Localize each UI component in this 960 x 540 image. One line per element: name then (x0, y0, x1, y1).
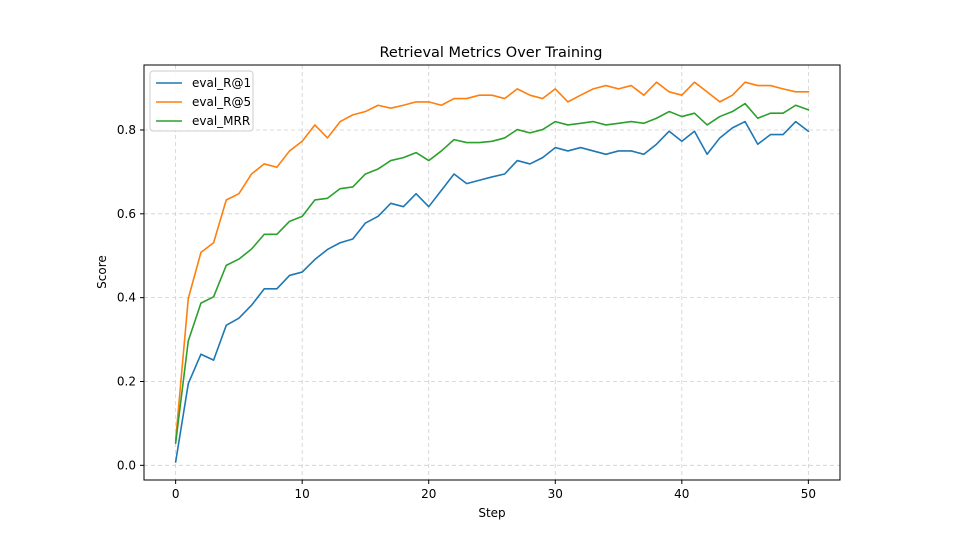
legend-box (149, 70, 254, 132)
ticks-layer: 0 10 20 30 40 50 0.0 0.2 0.4 0.6 0.8 (117, 123, 816, 501)
series-line-eval-r-1 (174, 120, 810, 463)
x-tick-label: 40 (674, 487, 689, 501)
legend: eval_R@1 eval_R@5 eval_MRR (149, 70, 254, 132)
x-tick-label: 0 (172, 487, 180, 501)
x-axis-label: Step (478, 506, 505, 520)
y-tick-label: 0.8 (117, 123, 136, 137)
series-line-eval-mrr (174, 102, 810, 445)
legend-label: eval_R@1 (192, 76, 251, 90)
grid-layer (144, 65, 840, 480)
x-tick-label: 50 (801, 487, 816, 501)
x-tick-label: 10 (295, 487, 310, 501)
series-layer (174, 81, 810, 463)
x-tick-label: 30 (548, 487, 563, 501)
series-line-eval-r-5 (174, 81, 810, 442)
chart-title: Retrieval Metrics Over Training (380, 45, 603, 61)
legend-label: eval_MRR (192, 114, 250, 128)
legend-label: eval_R@5 (192, 95, 251, 109)
y-tick-label: 0.0 (117, 458, 136, 472)
y-tick-label: 0.2 (117, 374, 136, 388)
y-axis-label: Score (95, 255, 109, 289)
y-tick-label: 0.6 (117, 207, 136, 221)
x-tick-label: 20 (421, 487, 436, 501)
y-tick-label: 0.4 (117, 291, 136, 305)
plot-frame (143, 64, 841, 481)
